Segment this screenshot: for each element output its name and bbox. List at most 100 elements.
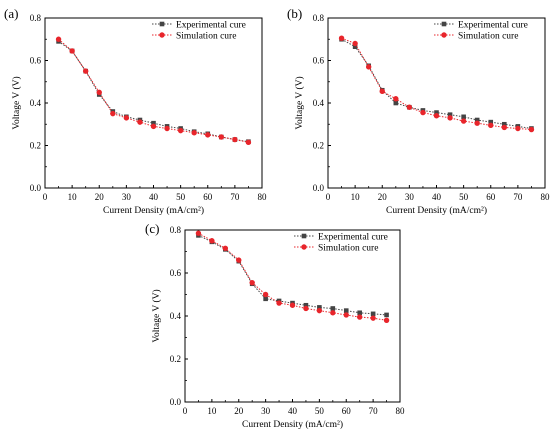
data-point-circle bbox=[488, 122, 494, 129]
plot-frame bbox=[184, 229, 401, 403]
data-point-square bbox=[461, 114, 466, 120]
data-point-square bbox=[474, 117, 480, 123]
x-tick-label: 80 bbox=[258, 192, 268, 202]
x-tick-label: 70 bbox=[230, 192, 240, 202]
data-point-circle bbox=[501, 124, 508, 131]
x-tick-label: 20 bbox=[95, 192, 105, 202]
panel-label-c: (c) bbox=[145, 221, 160, 236]
x-tick-label: 50 bbox=[459, 192, 469, 202]
data-point-circle bbox=[232, 136, 238, 143]
data-point-square bbox=[352, 44, 358, 49]
x-tick-label: 40 bbox=[288, 406, 298, 416]
x-tick-label: 50 bbox=[315, 406, 325, 416]
data-point-circle bbox=[370, 315, 376, 321]
data-point-circle bbox=[150, 123, 157, 130]
data-point-circle bbox=[460, 118, 467, 124]
x-tick-label: 80 bbox=[541, 192, 550, 202]
data-point-square bbox=[263, 296, 268, 302]
x-tick-label: 10 bbox=[207, 406, 217, 416]
data-point-square bbox=[330, 306, 336, 311]
y-tick-label: 0.4 bbox=[170, 311, 182, 321]
data-point-circle bbox=[245, 139, 252, 146]
data-point-circle bbox=[69, 48, 75, 54]
x-tick-label: 20 bbox=[234, 406, 244, 416]
data-point-square bbox=[393, 100, 399, 106]
data-point-circle bbox=[515, 125, 521, 132]
panel-label-b: (b) bbox=[287, 6, 303, 21]
y-tick-label: 0.0 bbox=[170, 397, 182, 407]
x-tick-label: 10 bbox=[68, 192, 78, 202]
legend-label-0: Experimental cure bbox=[458, 21, 528, 31]
data-point-square bbox=[317, 305, 322, 310]
y-tick-label: 0.4 bbox=[313, 98, 325, 108]
x-tick-label: 10 bbox=[351, 192, 361, 202]
x-tick-label: 0 bbox=[183, 406, 188, 416]
data-point-circle bbox=[123, 115, 130, 121]
x-axis-title: Current Density (mA/cm²) bbox=[242, 419, 343, 430]
y-tick-label: 0.6 bbox=[170, 268, 182, 278]
data-point-circle bbox=[433, 113, 440, 119]
data-point-circle bbox=[209, 238, 215, 244]
x-tick-label: 40 bbox=[432, 192, 442, 202]
series-line-1 bbox=[198, 232, 387, 321]
data-point-circle bbox=[316, 307, 323, 314]
data-point-square bbox=[151, 120, 156, 126]
panel-label-a: (a) bbox=[4, 6, 19, 21]
y-tick-label: 0.8 bbox=[313, 13, 325, 23]
data-point-circle bbox=[222, 245, 229, 251]
data-point-circle bbox=[338, 35, 345, 41]
y-tick-label: 0.0 bbox=[313, 183, 325, 193]
data-point-circle bbox=[96, 89, 102, 96]
y-tick-label: 0.8 bbox=[30, 13, 42, 23]
x-axis-title: Current Density (mA/cm²) bbox=[103, 205, 204, 216]
data-point-circle bbox=[356, 314, 363, 320]
data-point-circle bbox=[236, 257, 242, 263]
legend-label-0: Experimental cure bbox=[318, 233, 388, 243]
x-tick-label: 60 bbox=[203, 192, 213, 202]
y-tick-label: 0.6 bbox=[313, 56, 325, 66]
data-point-circle bbox=[191, 130, 197, 136]
y-axis-title: Voltage V (V) bbox=[294, 76, 305, 129]
data-point-square bbox=[447, 112, 453, 117]
data-point-square bbox=[343, 308, 349, 313]
data-point-square bbox=[370, 311, 376, 317]
plot-frame bbox=[44, 17, 263, 189]
legend-marker-square bbox=[301, 233, 307, 239]
data-point-square bbox=[434, 110, 439, 115]
data-point-square bbox=[384, 312, 389, 318]
chart-panel-0: 0 10 20 30 40 50 60 70 80 0.0 0.2 0.4 0.6 0.8 Current … bbox=[11, 13, 267, 216]
data-point-circle bbox=[528, 126, 535, 133]
x-tick-label: 60 bbox=[342, 406, 352, 416]
legend-label-1: Simulation cure bbox=[318, 244, 378, 254]
y-tick-label: 0.2 bbox=[30, 141, 41, 151]
data-point-circle bbox=[82, 68, 89, 74]
x-axis-title: Current Density (mA/cm²) bbox=[386, 205, 487, 216]
x-tick-label: 30 bbox=[405, 192, 415, 202]
x-tick-label: 50 bbox=[176, 192, 186, 202]
legend-marker-circle bbox=[301, 244, 307, 250]
data-point-circle bbox=[262, 291, 269, 298]
legend-marker-circle bbox=[159, 32, 165, 38]
x-tick-label: 30 bbox=[261, 406, 271, 416]
legend-marker-square bbox=[441, 21, 447, 27]
y-axis-title: Voltage V (V) bbox=[11, 76, 22, 129]
data-point-circle bbox=[55, 36, 62, 42]
x-tick-label: 70 bbox=[513, 192, 523, 202]
x-tick-label: 80 bbox=[396, 406, 406, 416]
legend-label-1: Simulation cure bbox=[458, 32, 518, 42]
chart-panel-1: 0 10 20 30 40 50 60 70 80 0.0 0.2 0.4 0.6 0.8 Current … bbox=[294, 13, 550, 216]
legend-marker-circle bbox=[441, 32, 447, 38]
data-point-circle bbox=[474, 120, 480, 126]
data-point-circle bbox=[177, 127, 184, 134]
data-point-circle bbox=[164, 125, 170, 132]
data-point-circle bbox=[137, 119, 143, 125]
legend-label-1: Simulation cure bbox=[176, 32, 236, 42]
data-point-square bbox=[357, 310, 362, 316]
data-point-circle bbox=[276, 300, 282, 306]
y-axis-title: Voltage V (V) bbox=[151, 289, 162, 342]
x-tick-label: 20 bbox=[378, 192, 388, 202]
x-tick-label: 70 bbox=[369, 406, 379, 416]
data-point-circle bbox=[249, 279, 255, 286]
data-point-circle bbox=[406, 104, 413, 110]
